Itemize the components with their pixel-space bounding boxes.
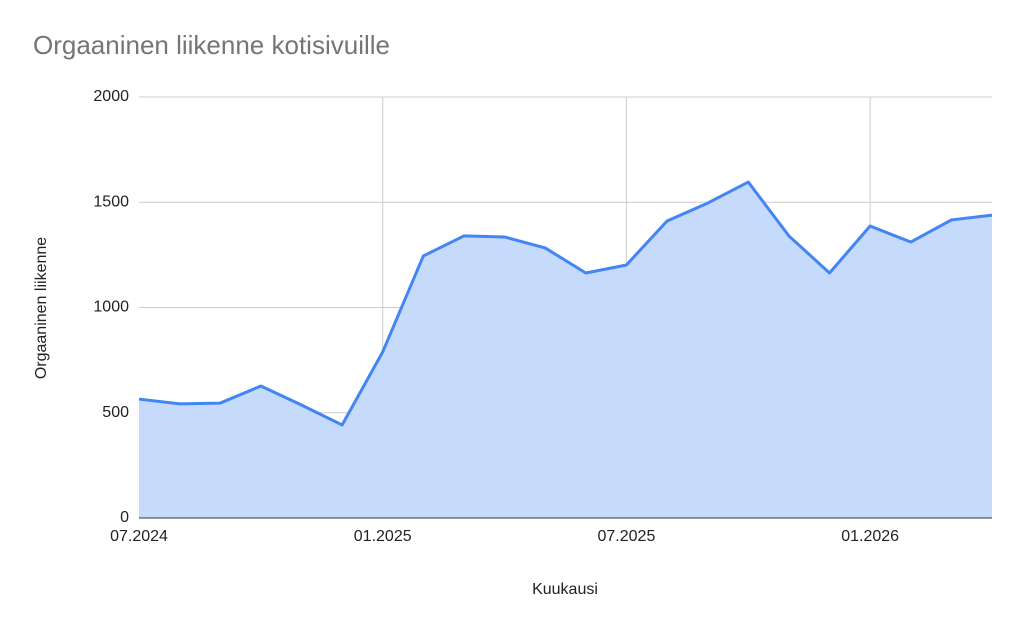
y-tick-label: 1500 bbox=[93, 193, 129, 210]
area bbox=[139, 182, 992, 519]
x-tick-label: 07.2024 bbox=[110, 528, 168, 545]
y-tick-label: 500 bbox=[102, 404, 129, 421]
chart-title: Orgaaninen liikenne kotisivuille bbox=[33, 30, 390, 60]
x-tick-label: 01.2026 bbox=[841, 528, 899, 545]
y-tick-label: 0 bbox=[120, 509, 129, 526]
x-tick-label: 01.2025 bbox=[354, 528, 412, 545]
y-tick-label: 2000 bbox=[93, 88, 129, 105]
x-tick-label: 07.2025 bbox=[598, 528, 656, 545]
y-axis-label: Orgaaninen liikenne bbox=[33, 237, 50, 379]
y-tick-label: 1000 bbox=[93, 299, 129, 316]
line bbox=[138, 180, 993, 427]
x-axis-label: Kuukausi bbox=[532, 581, 598, 598]
